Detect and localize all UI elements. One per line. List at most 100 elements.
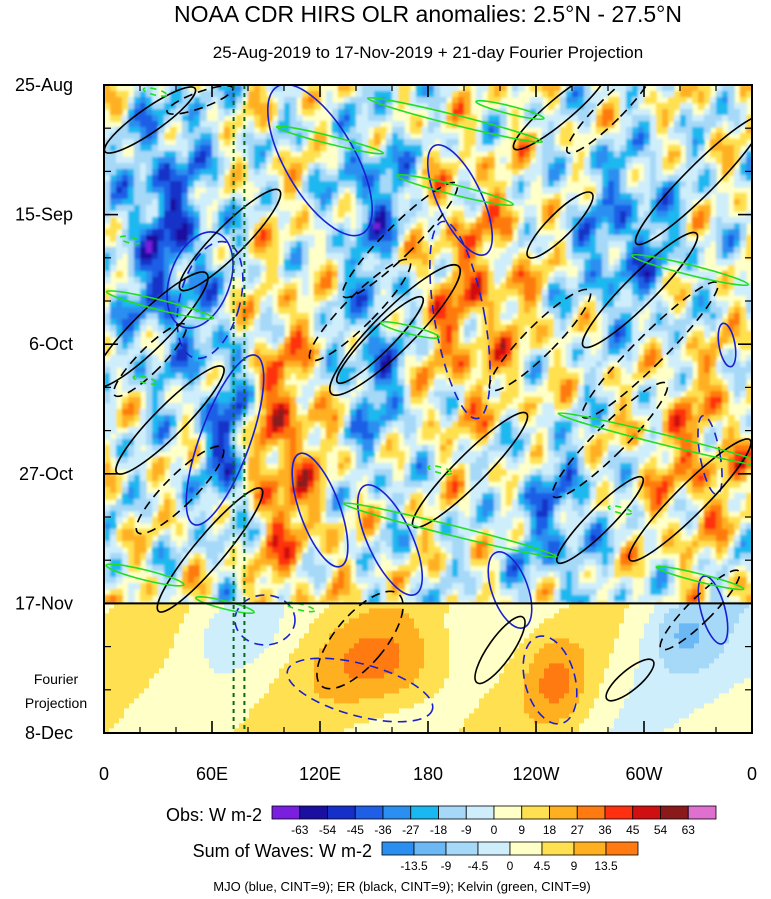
obs-cell [512,337,519,344]
obs-cell [140,277,147,284]
obs-cell [728,373,735,380]
obs-cell [176,343,183,350]
obs-cell [626,133,633,140]
obs-cell [524,103,531,110]
obs-cell [266,349,273,356]
obs-cell [188,211,195,218]
obs-cell [116,355,123,362]
obs-cell [266,259,273,266]
obs-cell [506,337,513,344]
obs-cell [614,313,621,320]
obs-cell [488,373,495,380]
obs-cell [740,379,747,386]
obs-cell [740,313,747,320]
obs-cell [716,217,723,224]
obs-cell [626,127,633,134]
obs-cell [626,229,633,236]
obs-cell [152,271,159,278]
obs-cell [158,385,165,392]
obs-cell [284,385,291,392]
obs-cell [716,349,723,356]
obs-cell [704,403,711,410]
obs-cell [104,163,111,170]
obs-cell [320,277,327,284]
obs-cell [326,283,333,290]
obs-cell [494,379,501,386]
obs-cell [482,181,489,188]
obs-cell [722,223,729,230]
obs-cell [518,289,525,296]
obs-cell [164,415,171,422]
obs-cell [134,409,141,416]
obs-cell [602,361,609,368]
obs-cell [410,235,417,242]
obs-cell [560,259,567,266]
obs-cell [440,331,447,338]
obs-cell [716,289,723,296]
obs-cell [512,115,519,122]
obs-cell [686,91,693,98]
obs-cell [308,391,315,398]
obs-cell [164,169,171,176]
obs-cell [338,85,345,92]
obs-cell [128,349,135,356]
obs-cell [224,211,231,218]
obs-cell [524,379,531,386]
obs-cell [740,181,747,188]
obs-cell [578,109,585,116]
obs-cell [542,295,549,302]
obs-cell [122,355,129,362]
obs-cell [596,211,603,218]
obs-cell [650,127,657,134]
obs-cell [602,253,609,260]
obs-cell [176,415,183,422]
obs-cell [164,367,171,374]
obs-cell [200,271,207,278]
obs-cell [362,187,369,194]
obs-cell [668,355,675,362]
obs-cell [614,133,621,140]
obs-cell [632,199,639,206]
obs-cell [464,355,471,362]
obs-cell [710,415,717,422]
obs-cell [296,319,303,326]
obs-cell [710,361,717,368]
obs-cell [722,205,729,212]
obs-cell [416,301,423,308]
obs-cell [476,301,483,308]
obs-cell [584,253,591,260]
obs-cell [200,151,207,158]
obs-cell [200,253,207,260]
obs-cell [554,253,561,260]
obs-cell [398,289,405,296]
obs-cell [134,229,141,236]
obs-cell [284,91,291,98]
obs-cell [626,139,633,146]
obs-cell [272,163,279,170]
obs-cell [614,97,621,104]
obs-cell [362,139,369,146]
obs-cell [458,223,465,230]
obs-cell [638,193,645,200]
obs-cell [218,313,225,320]
obs-cell [104,247,111,254]
obs-cell [566,133,573,140]
obs-cell [560,91,567,98]
obs-cell [464,223,471,230]
obs-cell [416,115,423,122]
obs-cell [506,391,513,398]
obs-cell [470,283,477,290]
obs-cell [116,409,123,416]
obs-cell [728,361,735,368]
obs-cell [668,361,675,368]
obs-cell [260,247,267,254]
obs-cell [638,271,645,278]
obs-cell [602,295,609,302]
obs-cell [260,121,267,128]
obs-cell [206,187,213,194]
obs-cell [548,331,555,338]
obs-cell [332,319,339,326]
obs-cell [278,409,285,416]
obs-cell [464,199,471,206]
obs-cell [236,85,243,92]
